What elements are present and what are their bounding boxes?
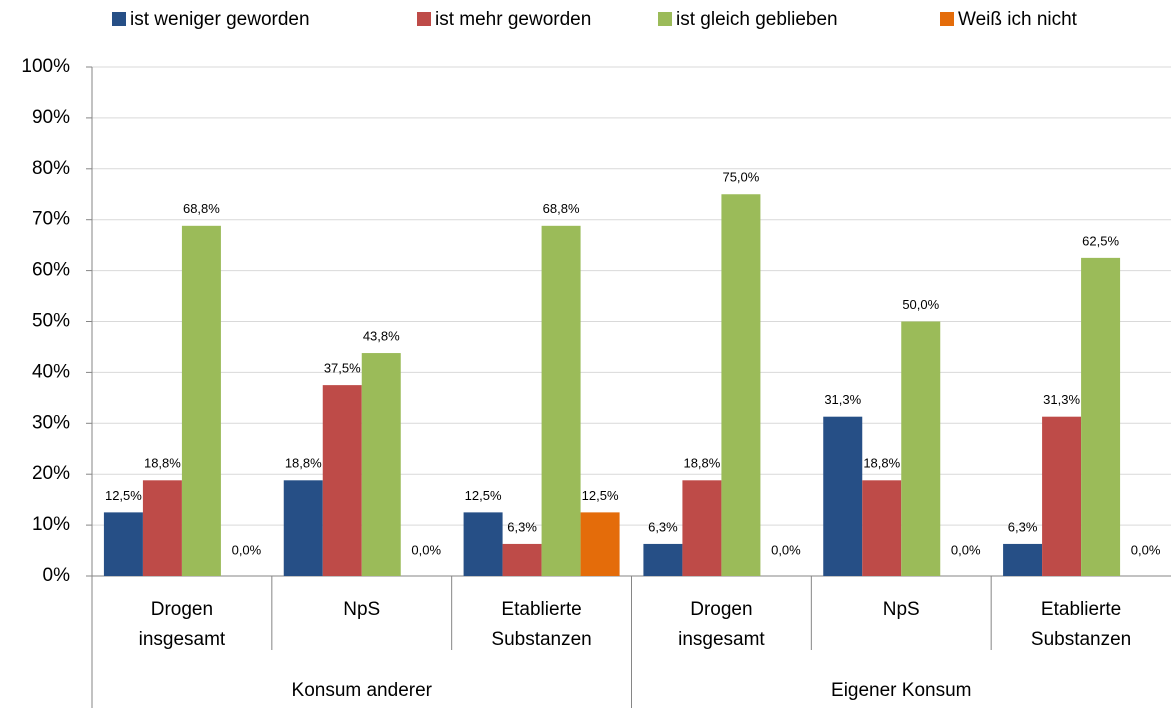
data-label: 12,5% bbox=[105, 488, 142, 503]
y-tick-label: 20% bbox=[32, 463, 70, 484]
data-label: 50,0% bbox=[902, 297, 939, 312]
bar bbox=[502, 543, 542, 576]
data-label: 75,0% bbox=[722, 170, 759, 185]
bar bbox=[361, 353, 401, 576]
legend-label: Weiß ich nicht bbox=[958, 9, 1078, 30]
bar bbox=[682, 480, 722, 576]
y-tick-label: 80% bbox=[32, 158, 70, 179]
bar bbox=[1042, 416, 1082, 576]
data-label: 0,0% bbox=[771, 542, 801, 557]
y-tick-label: 50% bbox=[32, 311, 70, 332]
bar bbox=[283, 480, 323, 576]
legend-swatch bbox=[112, 12, 126, 26]
bar bbox=[901, 321, 941, 576]
y-tick-label: 30% bbox=[32, 412, 70, 433]
y-tick-label: 10% bbox=[32, 514, 70, 535]
data-label: 18,8% bbox=[863, 456, 900, 471]
x-tick-label: Etablierte Substanzen bbox=[1030, 599, 1132, 650]
y-tick-label: 0% bbox=[43, 565, 71, 586]
data-label: 0,0% bbox=[411, 542, 441, 557]
data-label: 43,8% bbox=[363, 328, 400, 343]
data-label: 0,0% bbox=[951, 542, 981, 557]
x-tick-label: NpS bbox=[343, 599, 381, 620]
data-label: 18,8% bbox=[285, 456, 322, 471]
x-tick-label: Etablierte Substanzen bbox=[491, 599, 592, 650]
legend-swatch bbox=[940, 12, 954, 26]
y-tick-label: 60% bbox=[32, 260, 70, 281]
group-label: Eigener Konsum bbox=[831, 680, 972, 701]
legend-label: ist weniger geworden bbox=[130, 9, 310, 30]
data-label: 62,5% bbox=[1082, 233, 1119, 248]
data-label: 6,3% bbox=[1008, 519, 1038, 534]
x-tick-label: Drogen insgesamt bbox=[678, 599, 765, 650]
bar bbox=[823, 416, 863, 576]
data-label: 6,3% bbox=[507, 519, 537, 534]
data-label: 0,0% bbox=[1131, 542, 1161, 557]
bar bbox=[541, 225, 581, 577]
data-label: 12,5% bbox=[582, 488, 619, 503]
bar bbox=[181, 225, 221, 577]
bar bbox=[103, 512, 143, 576]
legend-swatch bbox=[417, 12, 431, 26]
y-tick-label: 40% bbox=[32, 361, 70, 382]
data-label: 0,0% bbox=[232, 542, 262, 557]
x-tick-label: NpS bbox=[882, 599, 920, 620]
data-label: 18,8% bbox=[144, 456, 181, 471]
bar bbox=[1003, 543, 1043, 576]
bar bbox=[721, 194, 761, 576]
y-tick-label: 100% bbox=[21, 56, 70, 77]
legend-label: ist mehr geworden bbox=[435, 9, 591, 30]
bar bbox=[142, 480, 182, 576]
bar bbox=[862, 480, 902, 576]
data-label: 37,5% bbox=[324, 361, 361, 376]
data-label: 6,3% bbox=[648, 519, 678, 534]
data-label: 18,8% bbox=[683, 456, 720, 471]
data-label: 31,3% bbox=[1043, 392, 1080, 407]
bar bbox=[580, 512, 620, 576]
bar bbox=[463, 512, 503, 576]
x-tick-label: Drogen insgesamt bbox=[138, 599, 226, 650]
y-tick-label: 90% bbox=[32, 107, 70, 128]
data-label: 31,3% bbox=[824, 392, 861, 407]
data-label: 68,8% bbox=[543, 201, 580, 216]
legend-label: ist gleich geblieben bbox=[676, 9, 838, 30]
y-tick-label: 70% bbox=[32, 209, 70, 230]
legend-swatch bbox=[658, 12, 672, 26]
bar bbox=[1081, 257, 1121, 576]
bar bbox=[322, 385, 362, 576]
data-label: 12,5% bbox=[465, 488, 502, 503]
group-label: Konsum anderer bbox=[291, 680, 432, 701]
data-label: 68,8% bbox=[183, 201, 220, 216]
bar bbox=[643, 543, 683, 576]
